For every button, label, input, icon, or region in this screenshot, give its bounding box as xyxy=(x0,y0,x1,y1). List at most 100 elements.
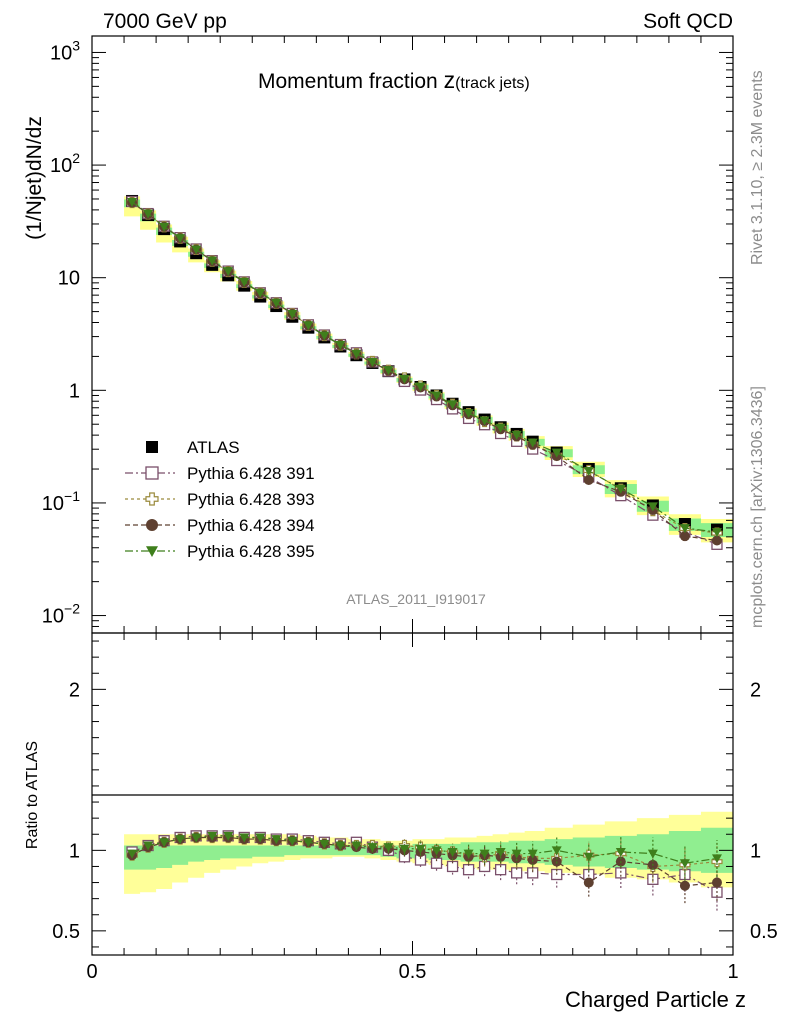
main-point xyxy=(255,288,266,298)
main-y-tick-label: 10−2 xyxy=(42,601,80,628)
legend-marker xyxy=(146,519,158,531)
main-y-tick-base: 10 xyxy=(50,155,72,177)
main-point xyxy=(583,474,594,485)
main-point xyxy=(335,341,346,351)
ratio-y-tick-label-right: 1 xyxy=(750,840,761,862)
legend-marker xyxy=(145,492,159,506)
legend-label: Pythia 6.428 395 xyxy=(187,542,315,561)
ratio-band-green xyxy=(124,827,734,873)
main-y-tick-exponent: 3 xyxy=(72,37,80,53)
ratio-panel-frame xyxy=(91,632,734,956)
main-y-tick-base: 10 xyxy=(42,606,64,628)
ratio-point xyxy=(175,835,186,845)
main-point xyxy=(399,374,410,384)
main-point xyxy=(303,321,314,331)
legend-label: Pythia 6.428 394 xyxy=(187,516,315,535)
main-y-tick-label: 10−1 xyxy=(42,488,80,515)
main-y-tick-label: 103 xyxy=(50,37,80,64)
legend-entry: Pythia 6.428 395 xyxy=(125,542,315,561)
main-point xyxy=(207,256,218,266)
ratio-point xyxy=(287,836,298,846)
main-point xyxy=(319,331,330,341)
ratio-y-tick-label: 0.5 xyxy=(52,921,80,943)
ratio-point xyxy=(463,849,474,859)
ratio-series-4 xyxy=(127,831,722,881)
x-tick-label: 1 xyxy=(727,961,738,983)
ratio-point xyxy=(583,852,594,862)
ratio-series xyxy=(126,830,723,911)
ratio-y-tick-label: 1 xyxy=(69,840,80,862)
main-title-text: Momentum fraction xyxy=(258,70,444,93)
ratio-ticks: 0.5 0.5 1 1 2 2 0 0.5 1 xyxy=(52,633,778,983)
ratio-point xyxy=(191,833,202,843)
main-point xyxy=(679,531,690,542)
main-point xyxy=(679,524,690,534)
ratio-point xyxy=(679,880,690,891)
main-y-tick-base: 10 xyxy=(42,493,64,515)
main-y-tick-exponent: 2 xyxy=(72,150,80,166)
legend-label: Pythia 6.428 391 xyxy=(187,464,315,483)
ratio-y-tick-label-right: 2 xyxy=(750,679,761,701)
main-point xyxy=(143,209,154,219)
main-point xyxy=(583,467,594,477)
main-point xyxy=(647,502,658,512)
legend-entry: Pythia 6.428 391 xyxy=(125,464,315,483)
main-band-green xyxy=(124,199,734,537)
ratio-point xyxy=(462,864,475,876)
main-series xyxy=(126,194,723,550)
analysis-watermark: ATLAS_2011_I919017 xyxy=(346,591,486,607)
main-y-tick-base: 1 xyxy=(69,380,80,402)
ratio-point xyxy=(255,833,266,843)
ratio-point xyxy=(479,849,490,859)
main-point xyxy=(191,245,202,255)
legend-marker xyxy=(146,441,158,453)
main-point xyxy=(383,366,394,376)
legend-entry: ATLAS xyxy=(146,438,240,457)
ratio-point xyxy=(143,841,154,851)
ratio-point xyxy=(207,831,218,841)
main-point xyxy=(711,528,722,538)
ratio-point xyxy=(271,835,282,845)
main-point xyxy=(527,438,538,448)
main-point xyxy=(711,535,722,546)
ratio-point xyxy=(711,877,722,888)
legend-entry: Pythia 6.428 393 xyxy=(125,490,315,509)
legend-label: Pythia 6.428 393 xyxy=(187,490,315,509)
header-category: Soft QCD xyxy=(643,10,733,33)
main-point xyxy=(615,484,626,494)
ratio-point xyxy=(647,849,658,859)
legend: ATLAS Pythia 6.428 391 Pythia 6.428 393 Pyt… xyxy=(125,438,315,561)
main-y-tick-label: 1 xyxy=(69,380,80,402)
main-series-line-4 xyxy=(131,201,718,533)
ratio-point xyxy=(494,864,507,876)
legend-label: ATLAS xyxy=(187,438,240,457)
main-point xyxy=(175,234,186,244)
main-y-tick-base: 10 xyxy=(50,42,72,64)
ratio-y-tick-label: 2 xyxy=(69,679,80,701)
main-title-var: z xyxy=(444,67,456,93)
ratio-point xyxy=(383,843,394,853)
header-energy: 7000 GeV pp xyxy=(103,10,227,33)
ratio-point xyxy=(551,846,562,856)
ratio-point xyxy=(159,838,170,848)
ratio-point xyxy=(431,846,442,856)
main-y-tick-label: 10 xyxy=(58,268,80,290)
ratio-point xyxy=(711,854,722,864)
mcplots-label: mcplots.cern.ch [arXiv:1306.3436] xyxy=(749,386,766,628)
main-y-tick-exponent: −1 xyxy=(64,488,80,504)
main-y-axis-label: (1/Njet)dN/dz xyxy=(23,116,46,240)
main-y-tick-base: 10 xyxy=(58,268,80,290)
ratio-point xyxy=(351,841,362,851)
ratio-point xyxy=(447,847,458,857)
main-point xyxy=(351,349,362,359)
legend-marker xyxy=(145,466,159,480)
main-point xyxy=(127,197,138,207)
main-point xyxy=(159,222,170,232)
ratio-point xyxy=(495,847,506,857)
main-point xyxy=(367,357,378,367)
main-series-4 xyxy=(127,197,722,538)
ratio-point xyxy=(223,831,234,841)
ratio-point xyxy=(415,844,426,854)
ratio-y-axis-label: Ratio to ATLAS xyxy=(24,741,41,849)
